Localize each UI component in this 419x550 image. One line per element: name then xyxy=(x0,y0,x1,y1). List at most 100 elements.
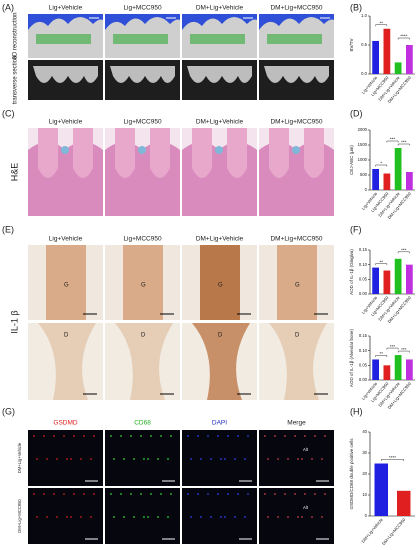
marker: D xyxy=(64,333,69,339)
signal xyxy=(130,493,132,495)
signal xyxy=(217,493,219,495)
column-title: Merge xyxy=(287,420,306,427)
signal xyxy=(170,493,172,495)
signal xyxy=(277,516,279,518)
bar xyxy=(372,267,379,294)
signal xyxy=(63,435,65,437)
signal xyxy=(264,435,266,437)
signal xyxy=(277,458,279,460)
bar xyxy=(383,365,391,380)
fluorescence-image xyxy=(28,488,103,544)
signal xyxy=(143,458,145,460)
signal xyxy=(123,458,125,460)
column-title: Lig+Vehicle xyxy=(49,236,83,243)
signal xyxy=(70,516,72,518)
row-label: transverse section xyxy=(13,56,19,105)
bar xyxy=(397,490,411,516)
signal xyxy=(224,458,226,460)
signal xyxy=(264,493,266,495)
y-tick-label: 0.0 xyxy=(361,71,367,76)
significance-label: * xyxy=(380,161,382,166)
signal xyxy=(294,435,296,437)
signal xyxy=(53,493,55,495)
signal xyxy=(133,458,135,460)
tooth-section xyxy=(33,66,98,83)
x-tick-label: DM+Lig+MCC950 xyxy=(381,517,407,546)
significance-label: *** xyxy=(390,137,396,142)
signal xyxy=(220,458,222,460)
signal xyxy=(43,493,45,495)
column-title: Lig+MCC950 xyxy=(123,119,162,126)
bar xyxy=(372,169,379,190)
tooth xyxy=(192,128,247,178)
significance-label: *** xyxy=(401,247,407,252)
signal xyxy=(297,516,299,518)
column-title: DAPI xyxy=(212,420,227,427)
row-label: DM+Lig+Vehicle xyxy=(17,442,22,473)
tissue xyxy=(277,245,317,320)
signal xyxy=(140,493,142,495)
signal xyxy=(113,458,115,460)
panel-label: (B) xyxy=(350,2,362,12)
y-tick-label: 1000 xyxy=(358,157,368,162)
signal xyxy=(321,458,323,460)
panel-label: (H) xyxy=(350,406,363,416)
signal xyxy=(157,516,159,518)
y-tick-label: 0.5 xyxy=(361,42,367,47)
signal xyxy=(297,458,299,460)
signal xyxy=(237,435,239,437)
y-axis-label: BV/TV xyxy=(349,38,354,51)
significance-bracket xyxy=(375,263,388,266)
signal xyxy=(73,493,75,495)
signal xyxy=(287,516,289,518)
signal xyxy=(314,435,316,437)
panel-label: (F) xyxy=(350,224,362,234)
signal xyxy=(220,516,222,518)
x-tick-label: DM+Lig+Vehicle xyxy=(360,517,384,544)
significance-bracket xyxy=(397,251,410,254)
signal xyxy=(311,516,313,518)
fluorescence-image xyxy=(28,430,103,486)
significance-bracket xyxy=(397,37,410,40)
y-tick-label: 20 xyxy=(362,471,367,476)
signal xyxy=(274,435,276,437)
column-title: Lig+MCC950 xyxy=(123,236,162,243)
signal xyxy=(36,458,38,460)
significance-label: *** xyxy=(390,344,396,349)
signal xyxy=(304,493,306,495)
signal xyxy=(143,516,145,518)
y-axis-label: AOD of IL-1β (Gingiva) xyxy=(349,249,354,295)
y-tick-label: 0.00 xyxy=(359,291,368,296)
panel-label: (D) xyxy=(350,108,363,118)
signal xyxy=(90,458,92,460)
signal xyxy=(83,493,85,495)
feature xyxy=(215,146,223,154)
signal xyxy=(314,493,316,495)
signal xyxy=(197,435,199,437)
signal xyxy=(147,516,149,518)
marker: D xyxy=(295,333,300,339)
signal xyxy=(160,435,162,437)
bone xyxy=(192,323,250,400)
bar xyxy=(383,270,391,294)
tooth xyxy=(269,128,324,178)
panel-label: (E) xyxy=(2,224,14,234)
signal xyxy=(120,435,122,437)
bar xyxy=(372,40,379,74)
bar xyxy=(394,355,402,380)
signal xyxy=(200,516,202,518)
signal xyxy=(167,458,169,460)
signal xyxy=(267,458,269,460)
significance-label: **** xyxy=(400,34,407,39)
signal xyxy=(66,458,68,460)
tooth-section xyxy=(110,66,175,83)
signal xyxy=(53,435,55,437)
tissue xyxy=(200,245,240,320)
signal xyxy=(170,435,172,437)
signal xyxy=(304,435,306,437)
significance-bracket xyxy=(375,355,388,357)
marker: G xyxy=(141,283,146,289)
row-label: H&E xyxy=(9,163,19,182)
signal xyxy=(227,435,229,437)
significance-bracket xyxy=(386,347,399,350)
